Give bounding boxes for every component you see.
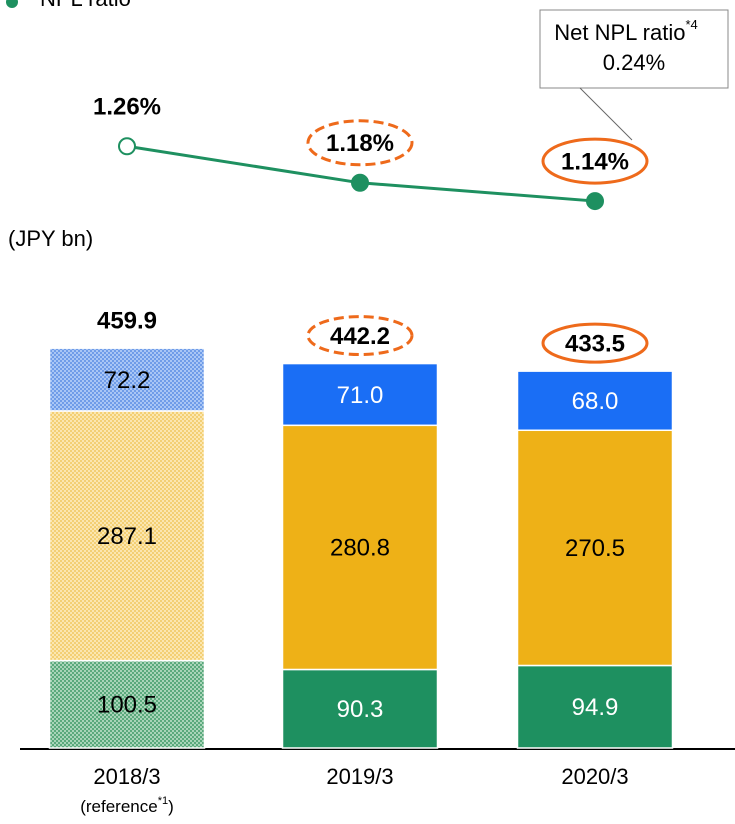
- x-tick-label: 2019/3: [326, 764, 393, 789]
- category-note-sup: *1: [158, 795, 168, 807]
- ratio-label: 1.18%: [326, 130, 394, 157]
- segment-label: 100.5: [97, 692, 157, 719]
- category-note: (reference*1): [80, 795, 174, 817]
- total-label: 442.2: [330, 323, 390, 350]
- bar-segment: [281, 362, 439, 427]
- highlight-ellipse: [541, 322, 649, 364]
- callout-leader: [579, 87, 633, 141]
- segment-label: 280.8: [330, 535, 390, 562]
- ratio-marker: [586, 192, 604, 211]
- ratio-label: 1.14%: [561, 148, 629, 175]
- callout-box: [539, 9, 729, 89]
- total-label: 459.9: [97, 308, 157, 335]
- x-tick-label: 2018/3: [93, 764, 160, 789]
- segment-label: 94.9: [572, 694, 619, 721]
- segment-label: 68.0: [572, 388, 619, 415]
- ratio-label: 1.26%: [93, 94, 161, 121]
- total-label: 433.5: [565, 330, 625, 357]
- x-tick-label: 2020/3: [561, 764, 628, 789]
- bar-segment: [48, 347, 206, 412]
- callout-value: 0.24%: [603, 50, 665, 75]
- segment-label: 72.2: [104, 367, 151, 394]
- bar-segment: [516, 664, 674, 749]
- callout-title: Net NPL ratio*4: [554, 17, 698, 44]
- highlight-ellipse: [306, 119, 414, 167]
- bar-segment: [48, 410, 206, 662]
- bar-segment: [48, 659, 206, 749]
- bar-segment: [281, 668, 439, 749]
- callout-sup: *4: [685, 17, 697, 32]
- segment-label: 90.3: [337, 696, 384, 723]
- highlight-ellipse: [541, 137, 649, 185]
- bar-segment: [281, 424, 439, 671]
- ratio-marker: [118, 137, 136, 156]
- callout-text: Net NPL ratio: [554, 20, 685, 45]
- unit-label: (JPY bn): [8, 226, 93, 251]
- segment-label: 71.0: [337, 382, 384, 409]
- legend-label: NPL ratio: [40, 0, 131, 11]
- highlight-ellipse: [306, 315, 414, 357]
- legend-marker: [6, 0, 18, 8]
- category-note-text: (reference: [80, 797, 157, 816]
- segment-label: 270.5: [565, 535, 625, 562]
- bar-segment: [516, 429, 674, 667]
- bar-segment: [516, 370, 674, 432]
- ratio-marker: [351, 173, 369, 192]
- category-note-close: ): [168, 797, 174, 816]
- segment-label: 287.1: [97, 523, 157, 550]
